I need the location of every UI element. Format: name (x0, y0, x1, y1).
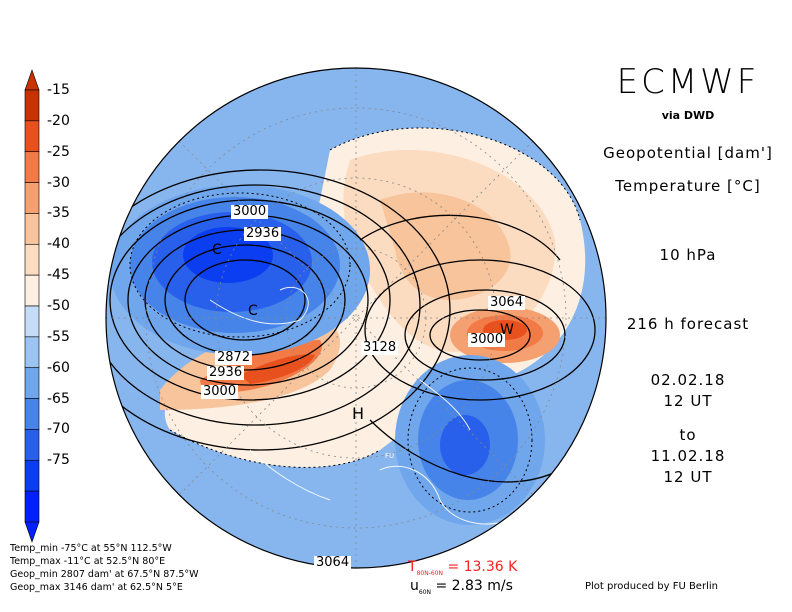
warm-center-marker: W (500, 322, 514, 338)
contour-label: 2872 (215, 350, 253, 365)
colorbar-segment (24, 367, 40, 399)
map-border (105, 67, 607, 569)
colorbar-segment (24, 490, 40, 523)
colorbar-segment (24, 459, 40, 492)
init-time: 12 UT (663, 392, 713, 410)
colorbar-segment (24, 120, 40, 153)
u-symbol: u (410, 578, 419, 594)
colorbar-segment (24, 336, 40, 369)
contour-label: 3128 (361, 340, 399, 355)
colorbar-segment (24, 89, 40, 122)
colorbar-tick-label: -25 (47, 143, 70, 160)
colorbar-tick-label: -20 (47, 112, 70, 129)
colorbar-segment (24, 274, 40, 307)
temp-min-stat: Temp_min -75°C at 55°N 112.5°W (10, 543, 172, 554)
colorbar-tick-label: -60 (47, 359, 70, 376)
geop-min-stat: Geop_min 2807 dam' at 67.5°N 87.5°W (10, 569, 199, 580)
temperature-contours (129, 127, 581, 513)
colorbar-arrow-bottom (24, 521, 40, 543)
high-center-marker: H (352, 404, 365, 423)
u-value: = 2.83 m/s (435, 578, 513, 594)
init-date: 02.02.18 (650, 371, 726, 389)
contour-label: 3064 (488, 295, 526, 310)
colorbar-arrow-top (24, 69, 40, 91)
colorbar-tick-label: -65 (47, 390, 70, 407)
u-subscript: 60N (418, 588, 431, 596)
variable-temperature: Temperature [°C] (615, 177, 761, 195)
colorbar-tick-label: -15 (47, 82, 70, 98)
credit-text: Plot produced by FU Berlin (585, 581, 718, 592)
colorbar-segment (24, 398, 40, 430)
colorbar-segment (24, 151, 40, 183)
colorbar-tick-label: -55 (47, 328, 70, 345)
t-subscript: 80N-60N (416, 569, 443, 577)
contour-label: 3000 (231, 204, 269, 219)
colorbar-tick-label: -40 (47, 236, 70, 253)
fu-location-marker: FU (385, 452, 395, 460)
contour-label: 3000 (201, 384, 239, 399)
colorbar-segment (24, 243, 40, 276)
t-symbol: T (408, 559, 417, 575)
colorbar-segment (24, 305, 40, 338)
geop-max-stat: Geop_max 3146 dam' at 62.5°N 5°E (10, 582, 183, 593)
cold-center-marker: C (212, 242, 222, 258)
t-value: = 13.36 K (447, 559, 518, 575)
colorbar-tick-label: -75 (47, 452, 70, 469)
geopotential-contours (106, 169, 596, 483)
temperature-diff: T80N-60N = 13.36 K (408, 559, 517, 577)
colorbar-tick-label: -50 (47, 298, 70, 314)
colorbar-segment (24, 429, 40, 461)
zonal-wind: u60N = 2.83 m/s (410, 578, 513, 596)
cold-center-marker: C (248, 303, 258, 319)
source-label: via DWD (661, 109, 715, 122)
contour-label: 3064 (314, 555, 352, 570)
temp-max-stat: Temp_max -11°C at 52.5°N 80°E (10, 556, 166, 567)
colorbar-tick-label: -30 (47, 174, 70, 191)
to-label: to (679, 426, 697, 444)
contour-label: 2936 (207, 365, 245, 380)
brand-title: ECMWF (616, 62, 760, 102)
contour-label: 3000 (468, 332, 506, 347)
valid-time: 12 UT (663, 468, 713, 486)
graticule (106, 68, 606, 568)
coastlines (209, 286, 511, 525)
pressure-level: 10 hPa (659, 246, 717, 264)
colorbar-tick-label: -35 (47, 205, 70, 222)
valid-date: 11.02.18 (650, 447, 726, 465)
contour-label: 2936 (244, 226, 282, 241)
colorbar-tick-label: -70 (47, 421, 70, 438)
colorbar-segment (24, 213, 40, 245)
colorbar (24, 69, 40, 543)
colorbar-tick-label: -45 (47, 267, 70, 284)
forecast-hours: 216 h forecast (626, 315, 750, 333)
colorbar-segment (24, 182, 40, 214)
variable-geopotential: Geopotential [dam'] (603, 144, 773, 162)
